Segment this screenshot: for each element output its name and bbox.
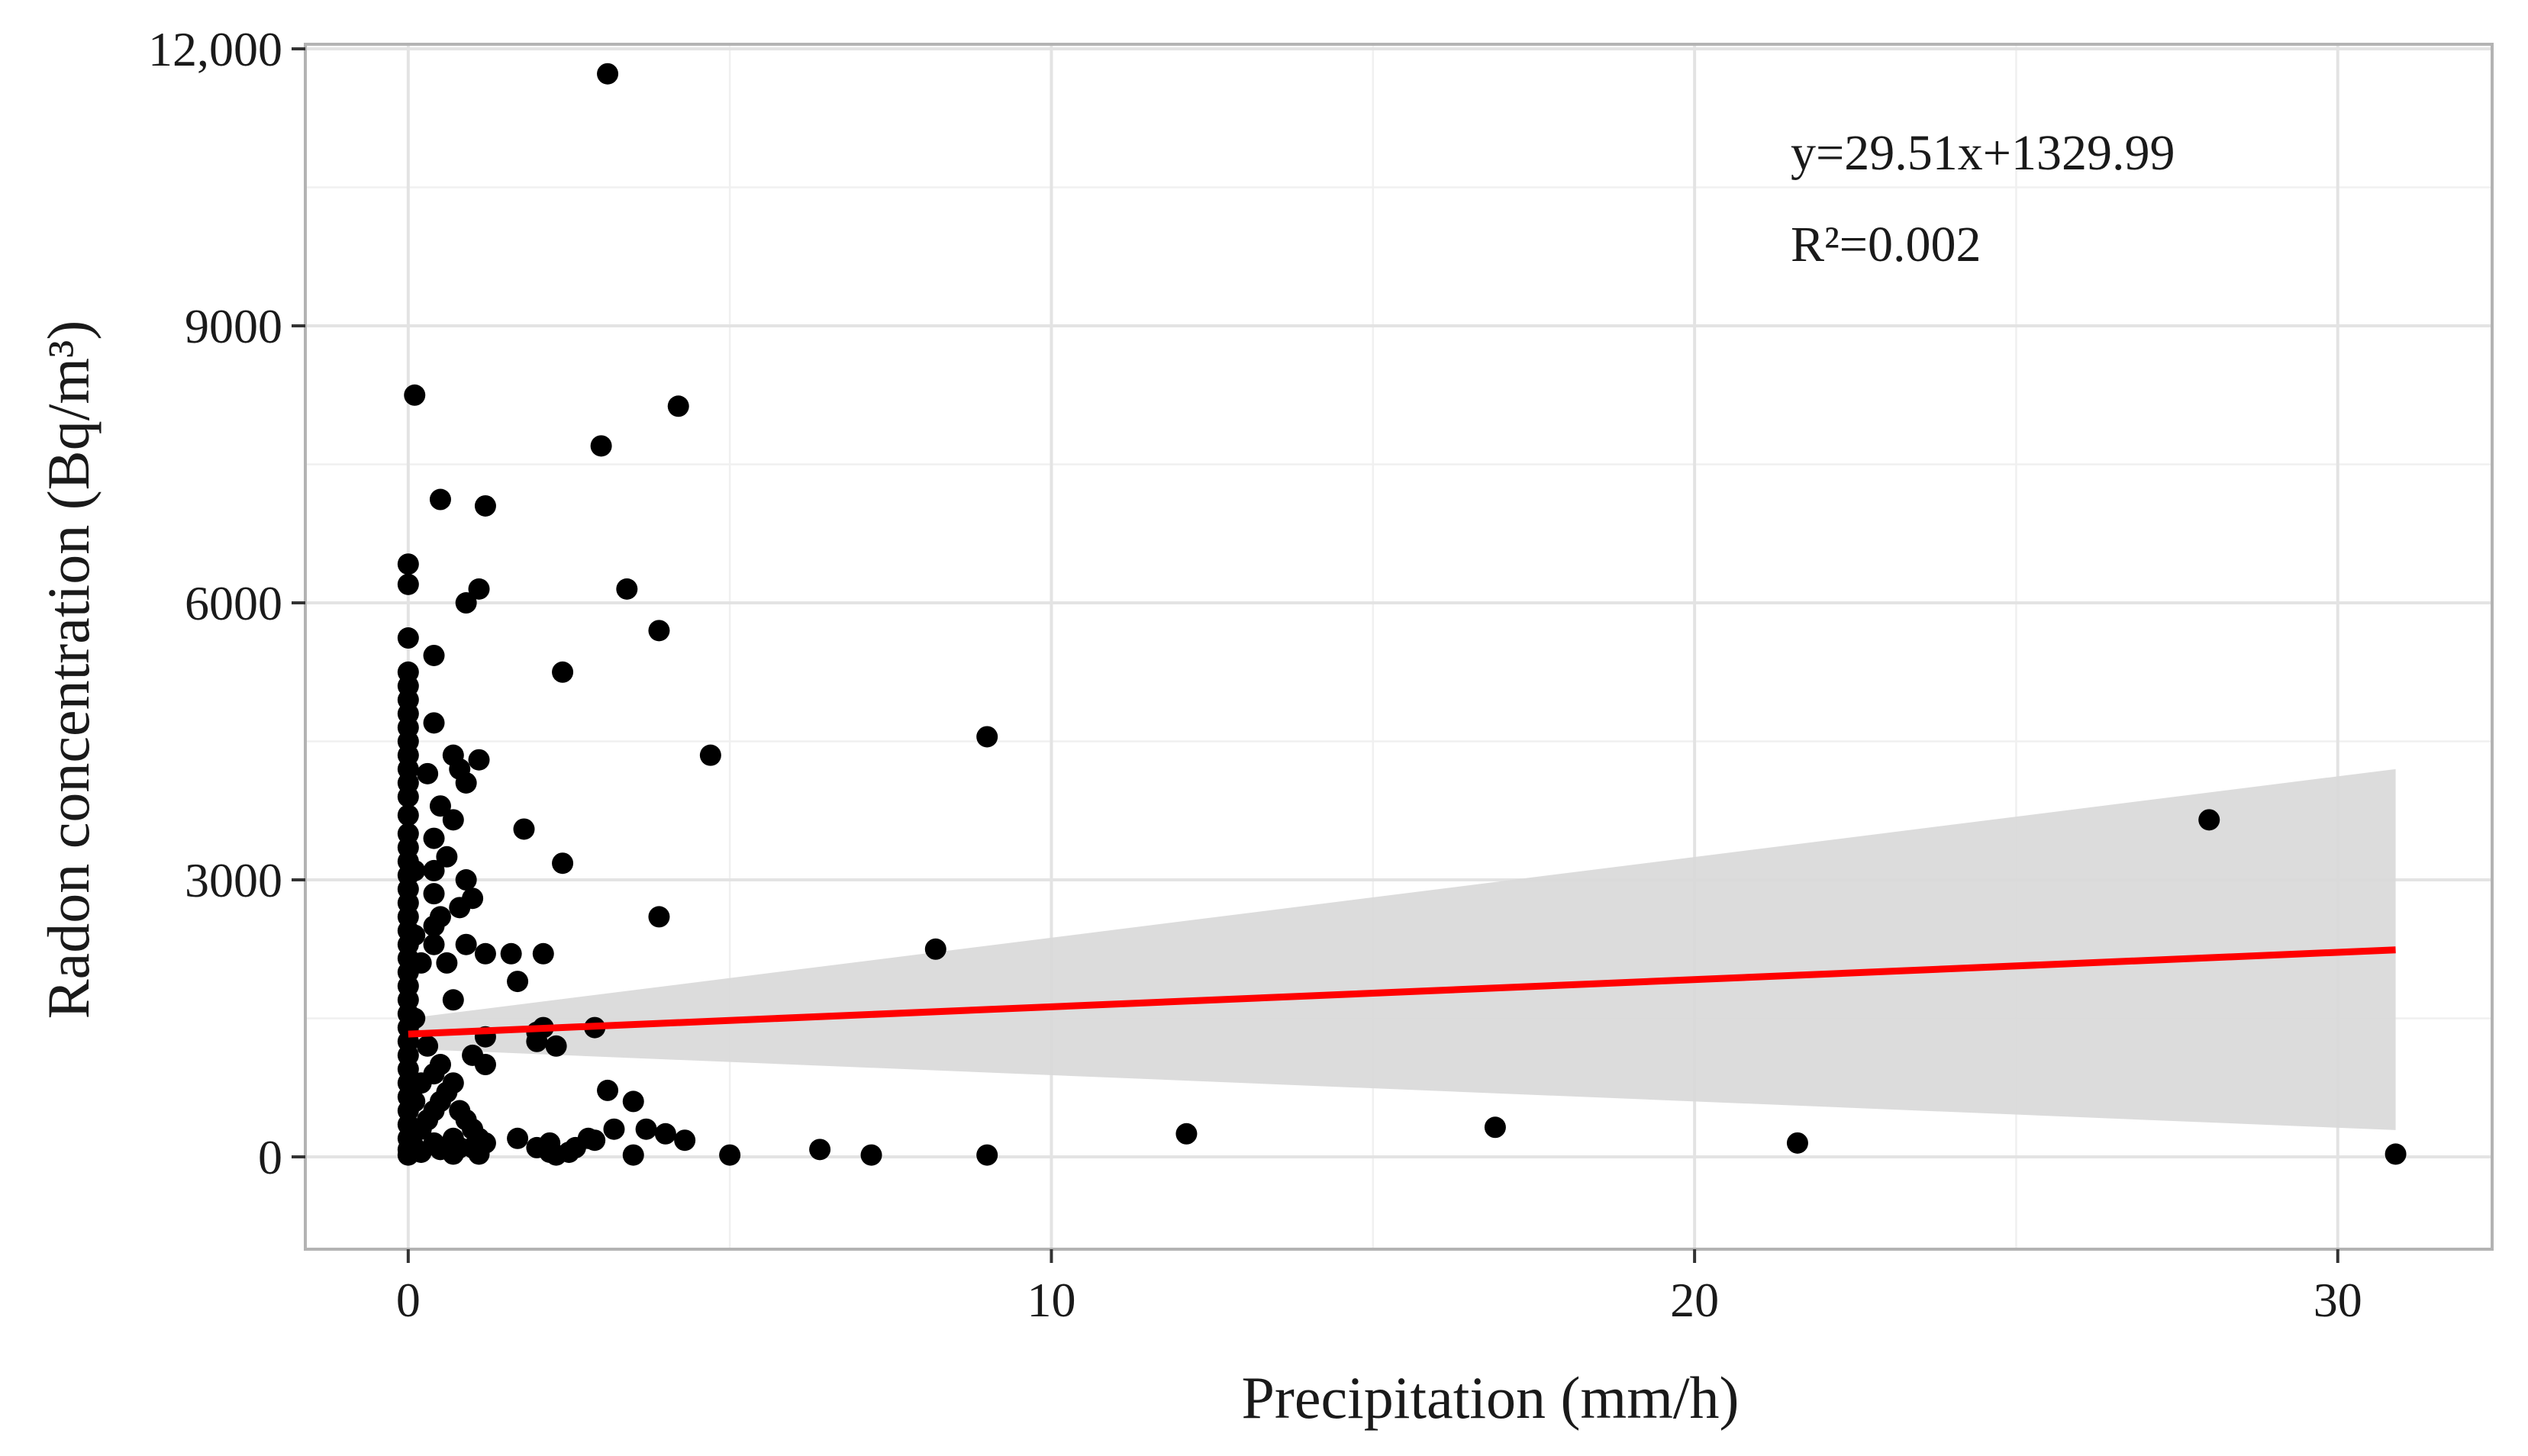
data-point (1786, 1132, 1808, 1154)
data-point (417, 762, 439, 784)
data-point (507, 1127, 529, 1149)
data-point (404, 384, 426, 406)
data-point (1175, 1123, 1198, 1145)
data-point (622, 1144, 644, 1166)
data-point (436, 952, 458, 974)
data-point (860, 1144, 882, 1166)
data-point (397, 573, 419, 595)
data-point (423, 644, 445, 666)
data-point (474, 942, 496, 965)
data-point (809, 1139, 831, 1161)
data-point (397, 553, 419, 575)
data-point (674, 1129, 696, 1152)
data-point (423, 883, 445, 905)
data-point (455, 771, 477, 794)
data-point (455, 592, 477, 614)
y-tick-label: 12,000 (148, 22, 282, 76)
data-point (648, 906, 670, 928)
y-axis-ticks: 0 3000 6000 9000 12,000 (148, 22, 305, 1184)
data-point (474, 494, 496, 517)
data-point (597, 1079, 619, 1101)
data-point (532, 942, 554, 965)
x-tick-label: 20 (1670, 1273, 1719, 1327)
x-tick-label: 10 (1027, 1273, 1075, 1327)
y-axis-title: Radon concentration (Bq/m³) (35, 321, 102, 1020)
data-point (423, 859, 445, 881)
data-point (404, 924, 426, 946)
data-point (474, 1054, 496, 1076)
data-point (552, 852, 574, 875)
data-point (442, 809, 464, 831)
data-point (429, 1054, 451, 1076)
y-tick-label: 6000 (185, 576, 282, 630)
data-point (404, 1090, 426, 1113)
data-point (423, 933, 445, 955)
data-point (468, 749, 490, 771)
data-point (976, 1144, 998, 1166)
data-point (455, 869, 477, 891)
data-point (1484, 1116, 1506, 1139)
data-point (397, 627, 419, 649)
data-point (417, 1035, 439, 1057)
data-point (410, 952, 432, 974)
data-point (699, 744, 721, 766)
r-squared-label: R²=0.002 (1791, 217, 1981, 272)
data-point (635, 1118, 657, 1140)
data-point (423, 827, 445, 849)
x-tick-label: 0 (396, 1273, 421, 1327)
data-point (2198, 809, 2220, 831)
data-point (654, 1123, 676, 1145)
x-axis-ticks: 0 10 20 30 (396, 1249, 2362, 1327)
y-tick-label: 9000 (185, 299, 282, 353)
data-point (616, 578, 638, 600)
data-point (404, 859, 426, 881)
plot-border (304, 43, 2494, 1251)
data-point (462, 887, 484, 910)
data-point (513, 818, 535, 840)
data-point (442, 989, 464, 1011)
data-point (429, 488, 451, 511)
data-point (667, 395, 689, 417)
data-point (552, 661, 574, 683)
x-tick-label: 30 (2314, 1273, 2362, 1327)
data-point (429, 795, 451, 817)
data-point (429, 906, 451, 928)
regression-equation: y=29.51x+1329.99 (1791, 125, 2175, 181)
data-point (455, 933, 477, 955)
data-point (976, 726, 998, 748)
data-point (404, 1007, 426, 1029)
y-tick-label: 3000 (185, 853, 282, 907)
data-point (622, 1090, 644, 1113)
data-point (436, 846, 458, 868)
data-point (474, 1132, 496, 1154)
data-point (590, 435, 612, 457)
data-point (719, 1144, 741, 1166)
x-axis-title: Precipitation (mm/h) (1241, 1364, 1739, 1431)
regression-line (408, 946, 2396, 1038)
data-point (468, 578, 490, 600)
data-point (507, 971, 529, 993)
y-tick-label: 0 (258, 1130, 282, 1184)
data-point (648, 620, 670, 642)
data-point (545, 1035, 567, 1057)
data-point (584, 1129, 606, 1152)
data-point (423, 712, 445, 734)
data-point (597, 63, 619, 85)
data-point (442, 1072, 464, 1094)
data-point (500, 942, 522, 965)
data-point (2385, 1143, 2407, 1165)
data-point (603, 1118, 625, 1140)
confidence-band (408, 768, 2396, 1130)
data-point (397, 786, 419, 808)
data-point (924, 938, 946, 960)
data-point (397, 804, 419, 826)
